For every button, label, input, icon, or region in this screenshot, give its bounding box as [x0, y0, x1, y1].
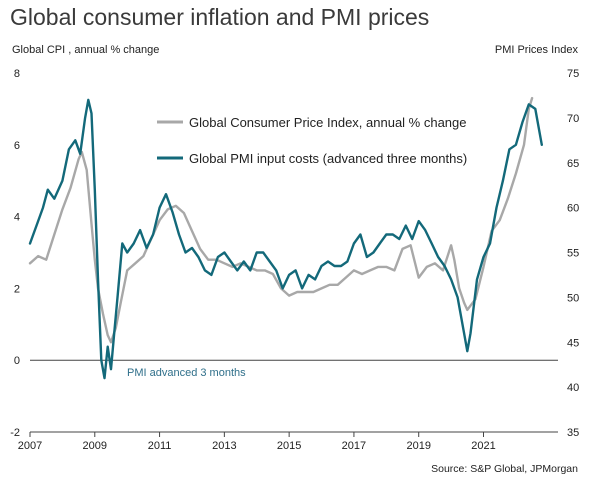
x-tick-label: 2017: [342, 440, 366, 452]
right-tick-label: 65: [567, 158, 579, 170]
left-tick-label: -2: [10, 427, 20, 439]
right-tick-label: 45: [567, 337, 579, 349]
right-tick-label: 50: [567, 292, 579, 304]
left-axis-label: Global CPI , annual % change: [12, 44, 160, 56]
x-tick-label: 2007: [18, 440, 42, 452]
right-tick-label: 60: [567, 203, 579, 215]
chart-title: Global consumer inflation and PMI prices: [10, 4, 430, 30]
x-tick-label: 2011: [148, 440, 172, 452]
left-tick-label: 6: [14, 140, 20, 152]
legend-label-pmi: Global PMI input costs (advanced three m…: [189, 151, 467, 166]
right-tick-label: 70: [567, 113, 579, 125]
annotation-pmi-advanced: PMI advanced 3 months: [127, 367, 246, 379]
left-tick-label: 0: [14, 355, 20, 367]
source-note: Source: S&P Global, JPMorgan: [431, 463, 578, 475]
pmi-series-line: [28, 98, 543, 380]
x-tick-label: 2015: [277, 440, 301, 452]
right-axis-label: PMI Prices Index: [494, 44, 578, 56]
x-tick-label: 2013: [212, 440, 236, 452]
left-tick-label: 4: [14, 212, 20, 224]
cpi-series-line: [28, 96, 534, 344]
legend-label-cpi: Global Consumer Price Index, annual % ch…: [189, 115, 467, 130]
right-tick-label: 35: [567, 427, 579, 439]
right-tick-label: 55: [567, 248, 579, 260]
left-tick-label: 8: [14, 68, 20, 80]
right-tick-label: 40: [567, 382, 579, 394]
x-tick-label: 2009: [83, 440, 107, 452]
x-tick-label: 2021: [471, 440, 495, 452]
x-tick-label: 2019: [406, 440, 430, 452]
left-tick-label: 2: [14, 283, 20, 295]
right-tick-label: 75: [567, 68, 579, 80]
